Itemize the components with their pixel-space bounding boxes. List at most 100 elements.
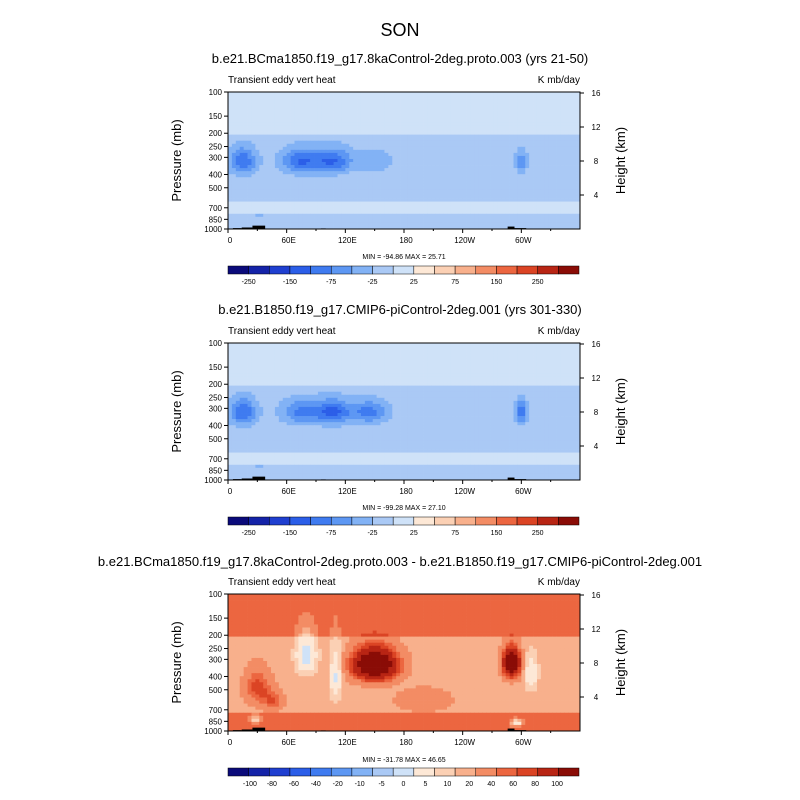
- field-cell: [407, 210, 413, 215]
- field-cell: [501, 110, 507, 114]
- field-cell: [243, 355, 248, 359]
- field-cell: [298, 95, 303, 99]
- field-cell: [302, 98, 307, 102]
- field-cell: [540, 165, 546, 169]
- field-cell: [505, 128, 510, 132]
- field-cell: [568, 207, 573, 212]
- field-cell: [380, 134, 385, 139]
- field-cell: [364, 204, 370, 209]
- field-cell: [443, 192, 448, 196]
- field-cell: [517, 225, 522, 230]
- field-cell: [235, 107, 241, 111]
- field-cell: [544, 165, 550, 169]
- field-cell: [544, 162, 550, 166]
- field-cell: [267, 343, 272, 347]
- field-cell: [490, 98, 495, 102]
- field-cell: [282, 198, 288, 202]
- field-cell: [560, 125, 565, 129]
- field-cell: [282, 355, 288, 359]
- field-cell: [404, 364, 409, 368]
- field-cell: [321, 92, 327, 96]
- field-cell: [447, 116, 452, 120]
- field-cell: [364, 101, 370, 105]
- field-cell: [251, 189, 256, 193]
- field-cell: [486, 198, 491, 202]
- field-cell: [263, 149, 268, 154]
- pressure-tick-label: 100: [209, 88, 223, 97]
- field-cell: [548, 213, 553, 218]
- field-cell: [364, 216, 370, 221]
- field-cell: [278, 107, 284, 111]
- field-cell: [529, 343, 534, 347]
- field-cell: [317, 201, 323, 205]
- field-cell: [497, 195, 503, 199]
- field-cell: [521, 201, 526, 205]
- field-cell: [345, 367, 350, 371]
- field-cell: [271, 101, 276, 105]
- field-cell: [239, 134, 244, 139]
- field-cell: [333, 101, 338, 105]
- field-cell: [329, 137, 334, 142]
- field-cell: [282, 162, 288, 166]
- field-cell: [298, 177, 303, 181]
- field-cell: [302, 343, 307, 347]
- field-cell: [482, 367, 487, 371]
- field-cell: [278, 146, 284, 151]
- field-cell: [368, 364, 374, 368]
- field-cell: [533, 192, 538, 196]
- field-cell: [357, 183, 362, 187]
- field-cell: [353, 201, 358, 205]
- field-cell: [235, 192, 241, 196]
- field-cell: [576, 222, 581, 227]
- field-cell: [306, 183, 311, 187]
- field-cell: [388, 125, 393, 129]
- field-cell: [474, 207, 479, 212]
- field-cell: [231, 104, 237, 108]
- field-cell: [560, 152, 565, 157]
- field-cell: [564, 171, 569, 175]
- field-cell: [392, 204, 397, 209]
- field-cell: [419, 222, 424, 227]
- field-cell: [458, 192, 464, 196]
- field-cell: [325, 140, 331, 145]
- field-cell: [333, 355, 338, 359]
- field-cell: [349, 104, 354, 108]
- field-cell: [286, 210, 291, 215]
- field-cell: [513, 204, 518, 209]
- field-cell: [447, 358, 452, 362]
- field-cell: [478, 95, 483, 99]
- field-cell: [525, 343, 530, 347]
- field-cell: [239, 128, 244, 132]
- field-cell: [470, 210, 475, 215]
- field-cell: [368, 168, 374, 172]
- field-cell: [431, 198, 436, 202]
- field-cell: [466, 222, 471, 227]
- field-cell: [372, 367, 377, 371]
- field-cell: [404, 101, 409, 105]
- field-cell: [294, 174, 299, 178]
- field-cell: [267, 367, 272, 371]
- field-cell: [443, 358, 448, 362]
- lon-tick-label: 60W: [515, 236, 532, 245]
- field-cell: [255, 358, 260, 362]
- field-cell: [501, 98, 507, 102]
- field-cell: [333, 180, 338, 184]
- field-cell: [306, 192, 311, 196]
- field-cell: [337, 171, 342, 175]
- field-cell: [271, 213, 276, 218]
- field-cell: [423, 92, 428, 96]
- field-cell: [419, 122, 424, 126]
- pressure-tick-label: 850: [209, 215, 223, 224]
- field-cell: [294, 171, 299, 175]
- field-cell: [337, 128, 342, 132]
- field-cell: [552, 134, 557, 139]
- field-cell: [368, 189, 374, 193]
- field-cell: [321, 95, 327, 99]
- field-cell: [235, 222, 241, 227]
- field-cell: [360, 361, 366, 365]
- field-cell: [274, 107, 280, 111]
- field-cell: [360, 119, 366, 123]
- field-cell: [474, 183, 479, 187]
- field-cell: [290, 174, 295, 178]
- field-cell: [556, 98, 561, 102]
